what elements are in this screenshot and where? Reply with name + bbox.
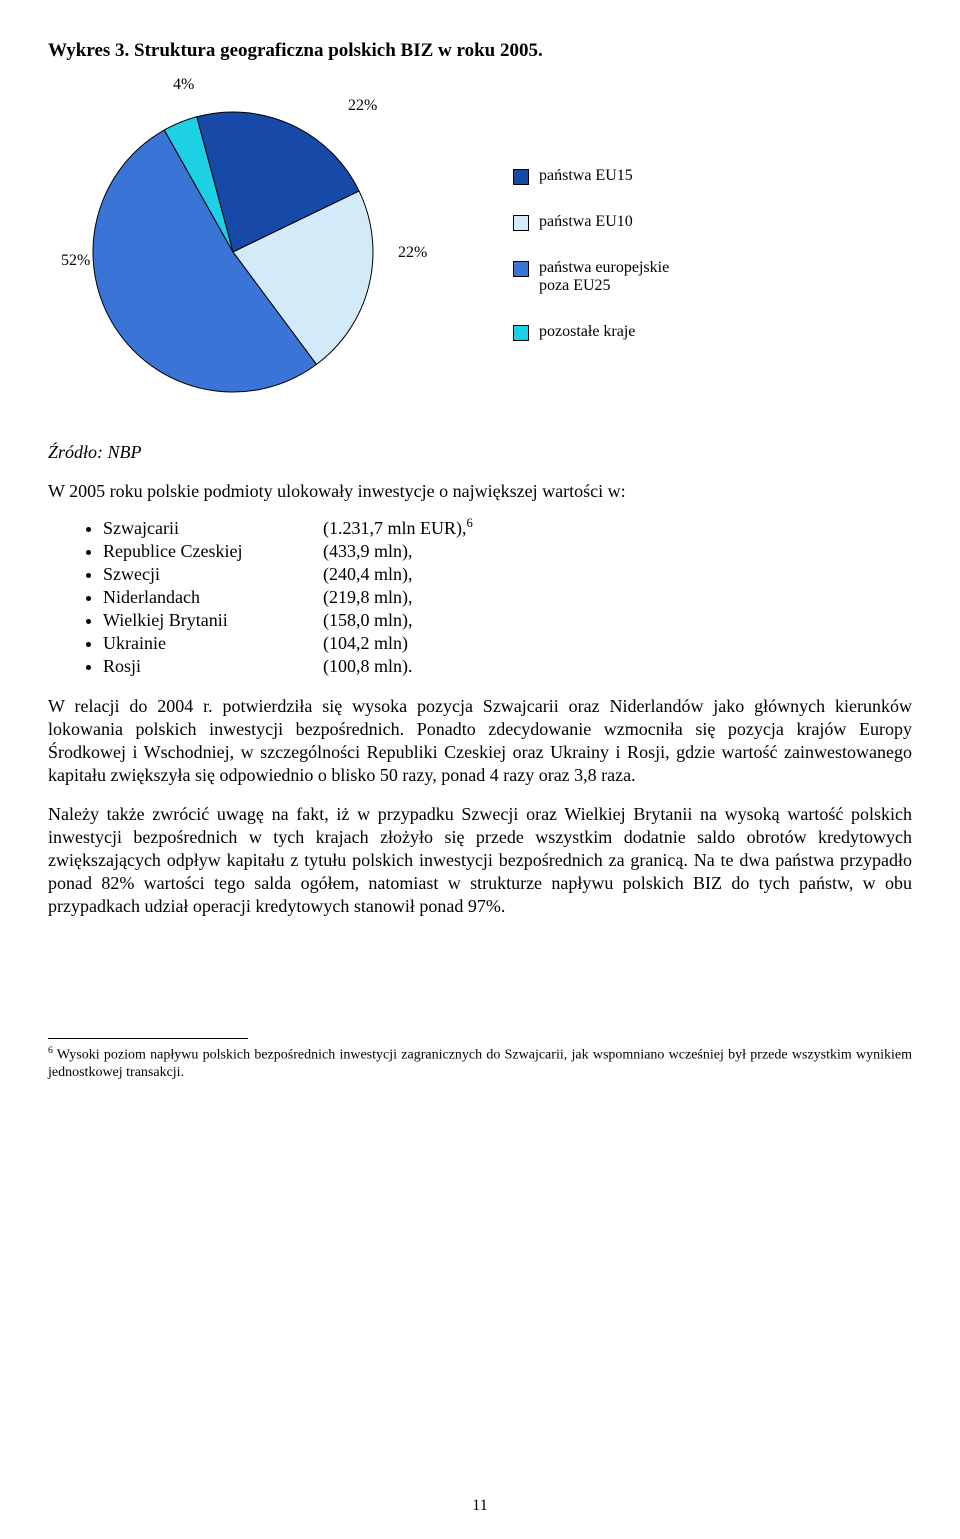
pie-slice-label: 4% [173, 76, 194, 94]
footnote: 6 Wysoki poziom napływu polskich bezpośr… [48, 1045, 912, 1082]
country-name: Szwajcarii [103, 518, 323, 539]
list-item: Szwecji(240,4 mln), [103, 564, 912, 585]
legend: państwa EU15 państwa EU10 państwa europejs… [473, 143, 669, 341]
country-name: Szwecji [103, 564, 323, 585]
country-value: (158,0 mln), [323, 610, 413, 630]
legend-label: państwa EU15 [539, 167, 633, 185]
country-name: Republice Czeskiej [103, 541, 323, 562]
country-name: Niderlandach [103, 587, 323, 608]
footnote-separator [48, 1038, 248, 1039]
list-item: Wielkiej Brytanii(158,0 mln), [103, 610, 912, 631]
legend-swatch [513, 325, 529, 341]
legend-swatch [513, 261, 529, 277]
intro-text: W 2005 roku polskie podmioty ulokowały i… [48, 481, 912, 502]
legend-swatch [513, 215, 529, 231]
pie-slice-label: 22% [348, 97, 377, 115]
chart-area: 22%22%52%4% państwa EU15państwa EU10pańs… [48, 82, 912, 402]
country-value: (1.231,7 mln EUR), [323, 518, 467, 538]
footnote-number: 6 [48, 1045, 53, 1056]
legend-swatch [513, 169, 529, 185]
country-value: (104,2 mln) [323, 633, 408, 653]
list-item: Republice Czeskiej(433,9 mln), [103, 541, 912, 562]
country-value: (433,9 mln), [323, 541, 413, 561]
legend-item: pozostałe kraje [513, 323, 669, 341]
list-item: Szwajcarii(1.231,7 mln EUR),6 [103, 516, 912, 539]
country-list: Szwajcarii(1.231,7 mln EUR),6Republice C… [48, 516, 912, 677]
legend-label: państwa EU10 [539, 213, 633, 231]
page-number: 11 [0, 1497, 960, 1515]
country-name: Wielkiej Brytanii [103, 610, 323, 631]
pie-slice-label: 22% [398, 244, 427, 262]
list-item: Rosji(100,8 mln). [103, 656, 912, 677]
source-text: Źródło: NBP [48, 442, 912, 463]
paragraph-2: Należy także zwrócić uwagę na fakt, iż w… [48, 803, 912, 918]
pie-chart: 22%22%52%4% [63, 82, 443, 402]
country-name: Rosji [103, 656, 323, 677]
country-value: (100,8 mln). [323, 656, 413, 676]
legend-item: państwa europejskie poza EU25 [513, 259, 669, 295]
paragraph-1: W relacji do 2004 r. potwierdziła się wy… [48, 695, 912, 787]
list-item: Niderlandach(219,8 mln), [103, 587, 912, 608]
list-item: Ukrainie(104,2 mln) [103, 633, 912, 654]
legend-label: pozostałe kraje [539, 323, 635, 341]
country-value: (219,8 mln), [323, 587, 413, 607]
legend-item: państwa EU15 [513, 167, 669, 185]
country-name: Ukrainie [103, 633, 323, 654]
legend-label: państwa europejskie poza EU25 [539, 259, 669, 295]
country-value: (240,4 mln), [323, 564, 413, 584]
pie-slice-label: 52% [61, 252, 90, 270]
legend-item: państwa EU10 [513, 213, 669, 231]
chart-title: Wykres 3. Struktura geograficzna polskic… [48, 40, 912, 62]
footnote-text: Wysoki poziom napływu polskich bezpośred… [48, 1048, 912, 1081]
footnote-ref: 6 [467, 516, 473, 530]
